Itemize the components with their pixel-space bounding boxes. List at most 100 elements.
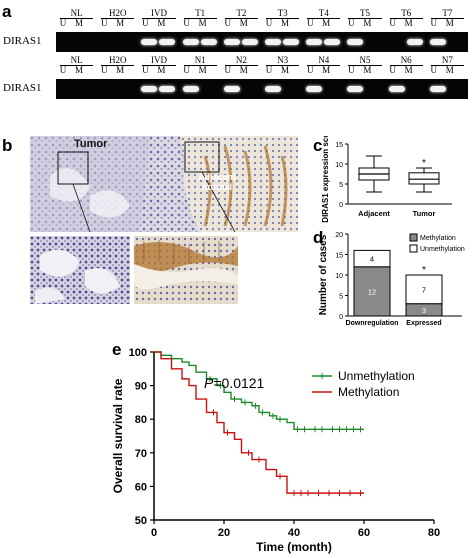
significance-star: *: [422, 265, 426, 276]
lane-label: T6: [401, 8, 412, 18]
panel-e-label: e: [112, 340, 122, 359]
panel-a-label: a: [2, 2, 12, 21]
gel-band: [241, 39, 258, 45]
survival-curve: [154, 351, 364, 430]
lane-u-label: U: [348, 18, 355, 28]
lane-underline: [142, 18, 176, 19]
gel-band: [347, 39, 364, 45]
bar-segment: [353, 249, 391, 268]
lane-label: T1: [195, 8, 206, 18]
y-tick-label: 60: [135, 481, 147, 493]
x-tick-label: 60: [358, 527, 370, 539]
lane-u-label: U: [100, 18, 108, 28]
lane-u-label: U: [183, 18, 190, 28]
significance-star: *: [422, 158, 426, 169]
bar-value-label: 12: [368, 287, 376, 296]
gel-row1: [56, 32, 468, 52]
lane-underline: [183, 18, 217, 19]
y-axis-label: Number of cases: [318, 234, 329, 315]
lane-u-label: U: [389, 18, 396, 28]
ihc-overview-image: Tumor Adjacent normal: [30, 136, 298, 232]
lane-label: N3: [277, 55, 289, 65]
gel-band: [388, 86, 405, 92]
lane-label: NL: [70, 55, 83, 65]
lane-m-label: M: [322, 65, 331, 75]
y-tick-label: 90: [135, 381, 147, 393]
lane-label: T3: [277, 8, 288, 18]
lane-underline: [224, 18, 258, 19]
survival-chart: 50 60 70 80 90 100 0 20 40 60 80 Time (month) Overal…: [111, 347, 440, 554]
y-tick-label: 0: [339, 314, 343, 321]
lane-underline: [348, 65, 382, 66]
lane-m-label: M: [280, 18, 289, 28]
lane-underline: [307, 65, 341, 66]
lane-u-label: U: [265, 18, 273, 28]
category-label: Downregulation: [346, 320, 399, 327]
lane-m-label: M: [239, 18, 248, 28]
gel-band: [406, 39, 423, 45]
lane-underline: [60, 65, 94, 66]
adjacent-normal-label: Adjacent normal: [198, 172, 237, 192]
lane-label: IVD: [151, 55, 167, 65]
gel-band: [159, 39, 176, 45]
gel-band: [200, 39, 217, 45]
lane-underline: [430, 65, 464, 66]
lane-m-label: M: [157, 18, 166, 28]
y-axis-label: DIRAS1 expression score: [321, 136, 330, 223]
gel-band: [265, 86, 281, 92]
lane-u-label: U: [224, 65, 232, 75]
lane-underline: [60, 18, 94, 19]
lane-u-label: U: [430, 18, 438, 28]
lane-underline: [348, 18, 382, 19]
lane-underline: [266, 18, 300, 19]
lane-underline: [389, 65, 423, 66]
gel-band: [429, 39, 446, 45]
category-label: Expressed: [406, 320, 441, 327]
lane-underline: [183, 65, 217, 66]
gel-band: [223, 86, 240, 92]
lane-underline: [389, 18, 423, 19]
lane-label: IVD: [151, 8, 167, 18]
lane-underline: [307, 18, 341, 19]
legend-swatch: [409, 244, 418, 253]
lane-label: N4: [318, 55, 330, 65]
panel-c-label: c: [313, 136, 323, 155]
gel-band: [283, 39, 299, 45]
lane-label: N6: [400, 55, 412, 65]
gel-band: [324, 39, 341, 45]
lane-label: T2: [236, 8, 247, 18]
y-tick-label: 100: [129, 347, 147, 359]
gel-band: [347, 86, 364, 92]
lane-underline: [266, 65, 300, 66]
lane-u-label: U: [430, 65, 438, 75]
p-value-label: P=0.0121: [204, 375, 265, 391]
gene-label-row1: DIRAS1: [3, 35, 42, 47]
lane-label: N1: [194, 55, 206, 65]
lane-m-label: M: [445, 18, 454, 28]
y-tick-label: 50: [135, 515, 147, 527]
bar-value-label: 3: [422, 306, 426, 315]
legend-label: Methylation: [338, 385, 399, 399]
lane-u-label: U: [348, 65, 355, 75]
lane-m-label: M: [116, 65, 125, 75]
lane-u-label: U: [389, 65, 396, 75]
x-tick-label: 0: [151, 527, 157, 539]
y-tick-label: 80: [135, 414, 147, 426]
y-tick-label: 10: [335, 273, 343, 280]
legend-label: Unmethylation: [420, 246, 465, 253]
lane-m-label: M: [363, 18, 372, 28]
lane-m-label: M: [445, 65, 454, 75]
y-tick-label: 70: [135, 448, 147, 460]
x-axis-label: Time (month): [256, 540, 332, 554]
gel-band: [141, 86, 158, 92]
lane-m-label: M: [198, 18, 207, 28]
lane-m-label: M: [74, 65, 83, 75]
panel-d-label: d: [313, 228, 324, 247]
lane-u-label: U: [59, 65, 67, 75]
lane-m-label: M: [239, 65, 248, 75]
boxplot-chart: 0 5 10 15 DIRAS1 expression score Adjacent Tum…: [321, 136, 452, 223]
gel-band: [223, 39, 240, 45]
ihc-tumor-zoom-image: [30, 236, 130, 304]
gel-band: [265, 39, 281, 45]
lane-underline: [101, 18, 135, 19]
